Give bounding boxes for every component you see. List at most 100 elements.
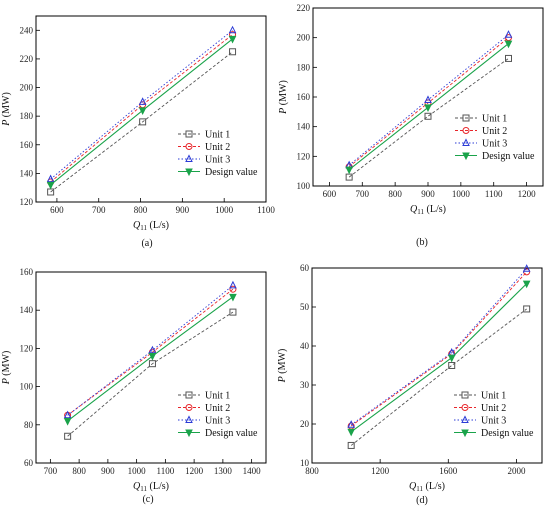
legend-label: Unit 3	[205, 155, 230, 166]
y-tick-label: 100	[20, 382, 34, 392]
data-point	[138, 97, 147, 105]
data-point	[228, 25, 237, 34]
x-tick-label: 1600	[439, 466, 458, 476]
data-point	[139, 118, 147, 126]
data-point	[522, 280, 531, 289]
legend-swatch-marker	[185, 415, 193, 423]
x-tick-label: 1300	[214, 466, 233, 476]
y-tick-label: 140	[20, 305, 34, 315]
x-axis-label: Q11 (L/s)	[410, 204, 446, 216]
y-tick-label: 120	[297, 151, 311, 161]
data-point	[229, 285, 237, 293]
plot-frame	[311, 267, 543, 464]
data-point	[229, 308, 237, 316]
legend-label: Design value	[205, 428, 258, 439]
y-tick-label: 240	[20, 25, 34, 35]
series-unit-1	[347, 305, 531, 449]
data-point	[148, 345, 157, 354]
legend-label: Unit 2	[205, 403, 230, 414]
series-design-value	[46, 35, 237, 190]
x-tick-label: 600	[323, 189, 337, 199]
x-tick-label: 1200	[518, 189, 537, 199]
x-tick-label: 2000	[507, 466, 526, 476]
x-tick-label: 800	[305, 466, 319, 476]
series-unit-3	[63, 280, 237, 419]
y-axis-label: P (MW)	[1, 351, 12, 386]
x-axis-label: Q11 (L/s)	[409, 481, 445, 493]
legend-swatch-marker	[461, 429, 469, 438]
x-tick-label: 800	[134, 205, 148, 215]
y-tick-label: 120	[20, 197, 34, 207]
legend-swatch-marker	[462, 114, 470, 122]
data-point	[504, 30, 513, 38]
legend-label: Unit 3	[481, 416, 506, 427]
series-line	[50, 51, 233, 193]
data-point	[447, 354, 456, 363]
plot-frame	[35, 15, 267, 203]
y-tick-label: 40	[300, 341, 310, 351]
y-tick-label: 100	[297, 181, 311, 191]
y-tick-label: 200	[20, 83, 34, 93]
data-point	[424, 112, 432, 120]
x-tick-label: 1400	[243, 466, 262, 476]
x-tick-label: 900	[101, 466, 115, 476]
data-point	[148, 360, 156, 368]
legend-label: Design value	[482, 151, 535, 162]
legend-label: Design value	[205, 167, 258, 178]
legend-swatch-marker	[462, 127, 470, 134]
x-tick-label: 900	[176, 205, 190, 215]
panel-label: (b)	[416, 237, 428, 248]
y-tick-label: 160	[20, 140, 34, 150]
chart-panel-2: 600 700 800 900 1000 1100 1200 100 120 140 160 180 2…	[278, 3, 544, 248]
x-tick-label: 1100	[257, 205, 275, 215]
data-point	[424, 104, 432, 113]
x-tick-label: 900	[421, 189, 435, 199]
legend-swatch-marker	[185, 429, 193, 438]
data-point	[63, 417, 72, 426]
series-line	[350, 268, 528, 426]
data-point	[424, 95, 432, 103]
data-point	[46, 181, 55, 190]
panel-label: (d)	[416, 495, 428, 506]
x-tick-label: 1100	[157, 466, 175, 476]
data-point	[504, 40, 513, 49]
series-line	[350, 308, 527, 446]
data-point	[345, 166, 353, 175]
data-point	[228, 35, 237, 44]
y-tick-label: 220	[20, 54, 34, 64]
data-point	[229, 293, 237, 302]
legend-swatch-marker	[185, 404, 193, 411]
series-line	[50, 29, 233, 180]
chart-panel-4: 800 1200 1600 2000 10 20 30 40 50 60 Q11 (L/s) P (M…	[277, 263, 543, 506]
y-tick-label: 80	[24, 420, 34, 430]
series-design-value	[347, 280, 531, 437]
legend-swatch-marker	[185, 154, 193, 162]
data-point	[64, 432, 72, 440]
y-tick-label: 160	[297, 92, 311, 102]
chart-panel-1: 600 700 800 900 1000 1100 120 140 160 180 200 220 24…	[1, 15, 275, 249]
y-tick-label: 140	[20, 168, 34, 178]
data-point	[505, 54, 512, 62]
y-tick-label: 160	[20, 267, 34, 277]
legend-swatch-marker	[462, 138, 470, 146]
series-line	[67, 285, 234, 416]
series-unit-1	[64, 308, 237, 440]
legend-label: Unit 3	[205, 416, 230, 427]
y-axis-label: P (MW)	[278, 80, 289, 115]
y-tick-label: 60	[24, 458, 34, 468]
data-point	[63, 410, 72, 419]
panel-label: (a)	[141, 238, 152, 249]
x-tick-label: 1000	[452, 189, 471, 199]
data-point	[448, 362, 456, 369]
x-axis-label: Q11 (L/s)	[133, 481, 169, 493]
x-tick-label: 700	[44, 466, 58, 476]
legend-swatch-marker	[461, 391, 469, 399]
data-point	[347, 441, 355, 449]
series-line	[350, 271, 527, 427]
series-line	[348, 58, 509, 178]
x-tick-label: 1100	[485, 189, 503, 199]
y-tick-label: 20	[300, 419, 310, 429]
